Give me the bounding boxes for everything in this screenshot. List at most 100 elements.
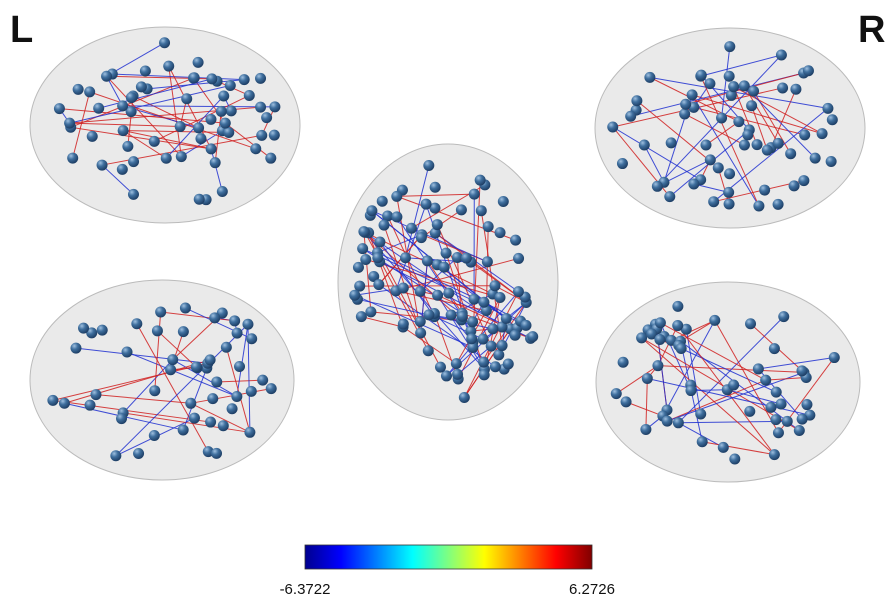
node bbox=[456, 204, 467, 215]
node bbox=[513, 253, 524, 264]
node bbox=[723, 187, 734, 198]
node bbox=[357, 243, 368, 254]
node bbox=[451, 358, 462, 369]
node bbox=[625, 111, 636, 122]
node bbox=[205, 114, 216, 125]
node bbox=[67, 153, 78, 164]
node bbox=[400, 252, 411, 263]
node bbox=[700, 140, 711, 151]
node bbox=[421, 199, 432, 210]
node bbox=[221, 342, 232, 353]
node bbox=[189, 72, 200, 83]
node bbox=[269, 130, 280, 141]
node bbox=[746, 100, 757, 111]
node bbox=[483, 221, 494, 232]
node bbox=[430, 182, 441, 193]
node bbox=[242, 319, 253, 330]
colorbar-min-label: -6.3722 bbox=[280, 581, 331, 598]
node bbox=[391, 191, 402, 202]
node bbox=[478, 357, 489, 368]
node bbox=[149, 430, 160, 441]
node bbox=[636, 332, 647, 343]
node bbox=[490, 361, 501, 372]
node bbox=[266, 383, 277, 394]
node bbox=[672, 301, 683, 312]
node bbox=[773, 138, 784, 149]
node bbox=[666, 137, 677, 148]
node bbox=[631, 95, 642, 106]
node bbox=[207, 393, 218, 404]
node bbox=[527, 331, 538, 342]
node bbox=[776, 399, 787, 410]
node bbox=[826, 156, 837, 167]
node bbox=[189, 413, 200, 424]
node bbox=[206, 73, 217, 84]
node bbox=[773, 199, 784, 210]
node bbox=[349, 290, 360, 301]
node bbox=[776, 50, 787, 61]
node bbox=[769, 343, 780, 354]
node bbox=[466, 333, 477, 344]
node bbox=[493, 349, 504, 360]
node bbox=[789, 180, 800, 191]
node bbox=[773, 427, 784, 438]
node bbox=[118, 125, 129, 136]
node bbox=[85, 400, 96, 411]
node bbox=[234, 361, 245, 372]
node bbox=[676, 343, 687, 354]
node bbox=[432, 290, 443, 301]
node bbox=[93, 103, 104, 114]
node bbox=[724, 71, 735, 82]
node bbox=[432, 219, 443, 230]
left-label: L bbox=[10, 9, 33, 51]
node bbox=[422, 255, 433, 266]
node bbox=[469, 294, 480, 305]
node bbox=[366, 205, 377, 216]
node bbox=[415, 316, 426, 327]
node bbox=[210, 157, 221, 168]
node bbox=[794, 425, 805, 436]
node bbox=[211, 448, 222, 459]
node bbox=[467, 316, 478, 327]
node bbox=[797, 414, 808, 425]
colorbar-max-label: 6.2726 bbox=[569, 581, 615, 598]
node bbox=[771, 387, 782, 398]
node bbox=[680, 99, 691, 110]
node bbox=[748, 86, 759, 97]
node bbox=[117, 100, 128, 111]
node bbox=[479, 369, 490, 380]
node bbox=[459, 392, 470, 403]
node bbox=[97, 160, 108, 171]
node bbox=[181, 93, 192, 104]
node bbox=[87, 131, 98, 142]
node bbox=[652, 360, 663, 371]
node bbox=[229, 315, 240, 326]
node bbox=[155, 306, 166, 317]
node bbox=[697, 436, 708, 447]
node bbox=[133, 448, 144, 459]
node bbox=[785, 148, 796, 159]
node bbox=[798, 175, 809, 186]
node bbox=[718, 442, 729, 453]
node bbox=[110, 450, 121, 461]
node bbox=[226, 105, 237, 116]
node bbox=[728, 380, 739, 391]
node bbox=[724, 168, 735, 179]
node bbox=[180, 303, 191, 314]
node bbox=[244, 427, 255, 438]
node bbox=[662, 416, 673, 427]
node bbox=[705, 154, 716, 165]
node bbox=[64, 118, 75, 129]
node bbox=[165, 364, 176, 375]
node bbox=[175, 121, 186, 132]
node bbox=[769, 449, 780, 460]
node bbox=[443, 288, 454, 299]
node bbox=[617, 158, 628, 169]
node bbox=[149, 136, 160, 147]
node bbox=[452, 369, 463, 380]
node bbox=[128, 189, 139, 200]
node bbox=[688, 178, 699, 189]
node bbox=[244, 90, 255, 101]
figure: L R -6.3722 6.2726 bbox=[0, 0, 895, 599]
node bbox=[423, 345, 434, 356]
